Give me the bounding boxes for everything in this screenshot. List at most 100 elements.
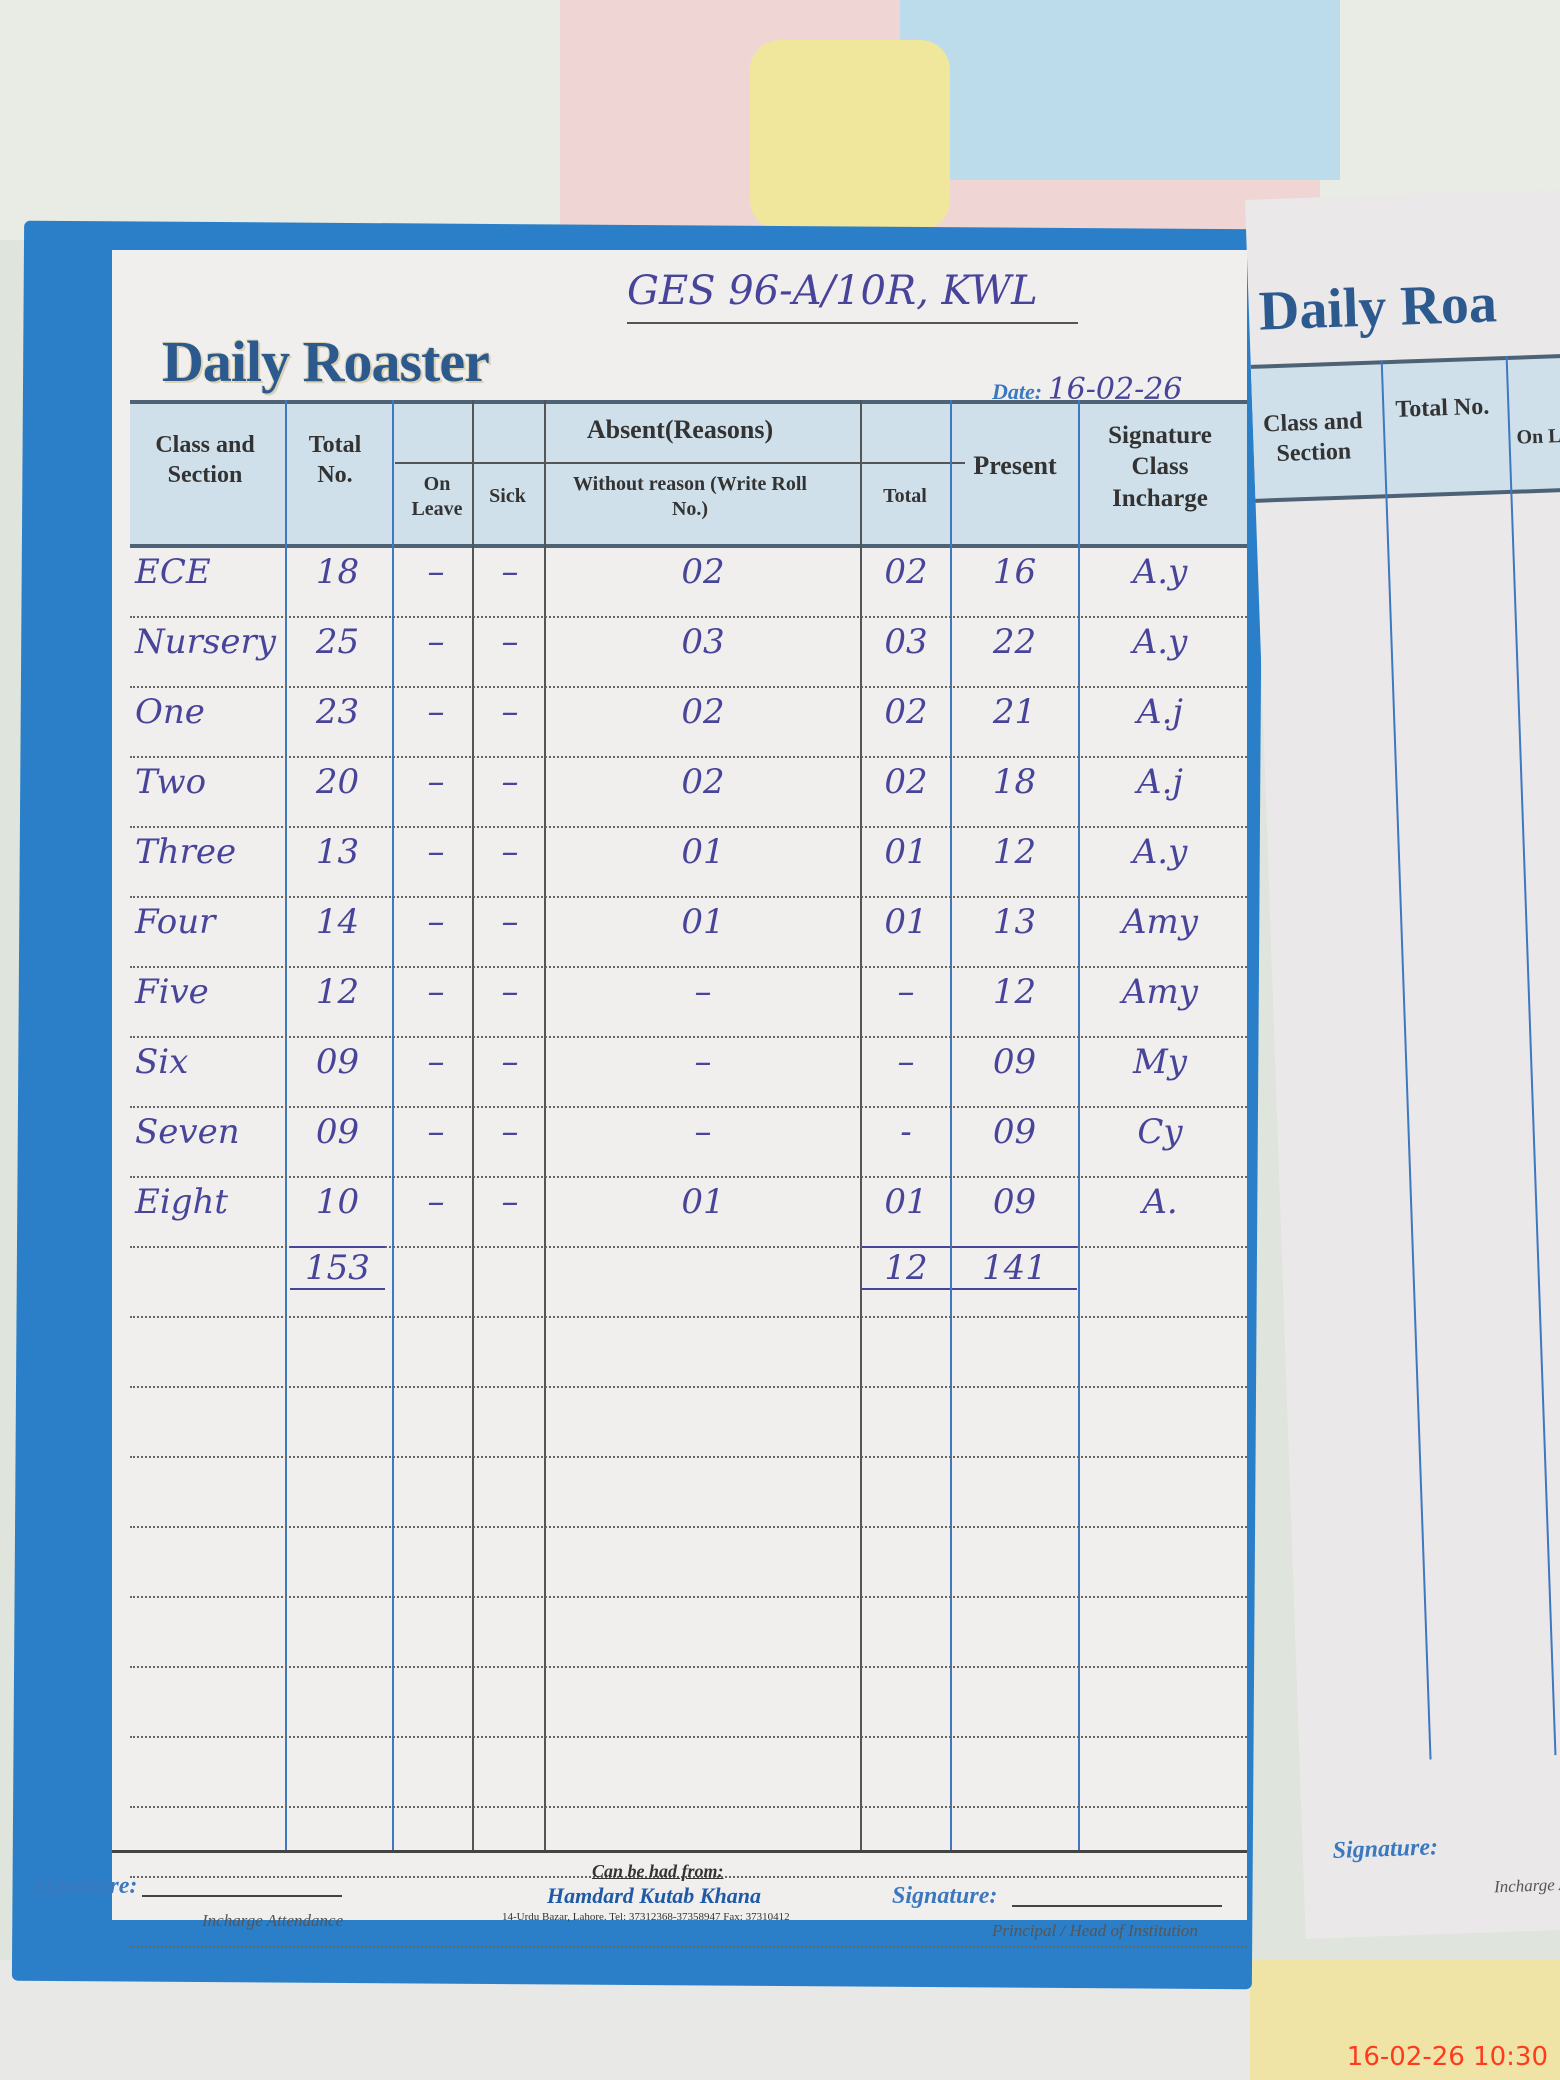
cell-present: 12 (992, 832, 1037, 872)
cell-absent-total: 01 (884, 902, 928, 942)
column-line (392, 400, 394, 1850)
header-total-no: Total No. (308, 432, 362, 488)
cell-on-leave: – (427, 552, 445, 592)
background-map-region (900, 0, 1340, 180)
date-label: Date: (992, 379, 1043, 404)
table-row: Eight 10 – – 01 01 09 A. (130, 1174, 1247, 1248)
header-class-section: Class and Section (155, 432, 255, 488)
header-on-leave: On Leave (411, 473, 463, 520)
cell-class: Four (135, 902, 216, 942)
header-sick: Sick (489, 485, 526, 507)
table-row: Two 20 – – 02 02 18 A.j (130, 754, 1247, 828)
cell-absent-total: 02 (884, 692, 928, 732)
cell-without-reason: 02 (681, 762, 725, 802)
cell-absent-total: – (897, 972, 915, 1012)
cell-sick: – (501, 552, 519, 592)
table-row (130, 1664, 1247, 1738)
right-page-title: Daily Roa (1257, 272, 1498, 343)
header-present: Present (973, 451, 1057, 480)
total-present: 141 (952, 1246, 1077, 1290)
cell-without-reason: 01 (681, 832, 725, 872)
cell-without-reason: – (694, 972, 712, 1012)
cell-signature: A.y (1132, 832, 1188, 872)
cell-total: 10 (315, 1182, 360, 1222)
header-signature: Signature Class Incharge (1108, 422, 1212, 512)
header-absent-reasons: Absent(Reasons) (586, 415, 774, 444)
cell-absent-total: 02 (884, 552, 928, 592)
cell-without-reason: – (694, 1042, 712, 1082)
principal-signature-label: Signature: (892, 1883, 998, 1909)
cell-on-leave: – (427, 1112, 445, 1152)
cell-without-reason: – (694, 1112, 712, 1152)
cell-on-leave: – (427, 1042, 445, 1082)
cell-total: 25 (315, 622, 360, 662)
table-row: Nursery 25 – – 03 03 22 A.y (130, 614, 1247, 688)
cell-class: Five (135, 972, 209, 1012)
cell-signature: Amy (1121, 972, 1198, 1012)
roster-page: GES 96-A/10R, KWL Daily Roaster Date: 16… (32, 250, 1247, 1948)
table-row: Five 12 – – – – 12 Amy (130, 964, 1247, 1038)
cell-sick: – (501, 1182, 519, 1222)
right-column-line (1505, 355, 1557, 1756)
cell-absent-total: – (897, 1042, 915, 1082)
cell-without-reason: 01 (681, 1182, 725, 1222)
cell-present: 12 (992, 972, 1037, 1012)
cell-signature: A.j (1137, 762, 1183, 802)
cell-sick: – (501, 1042, 519, 1082)
publisher-name: Hamdard Kutab Khana (547, 1883, 761, 1908)
cell-sick: – (501, 762, 519, 802)
cell-on-leave: – (427, 692, 445, 732)
cell-present: 16 (992, 552, 1037, 592)
table-row (130, 1524, 1247, 1598)
table-row: ECE 18 – – 02 02 16 A.y (130, 544, 1247, 618)
cell-class: Two (135, 762, 207, 802)
right-incharge-label: Incharge Att (1493, 1874, 1560, 1897)
column-line (544, 400, 546, 1850)
right-page: Daily Roa Class and Section Total No. On… (1245, 188, 1560, 1939)
cell-present: 09 (992, 1112, 1037, 1152)
cell-class: Eight (135, 1182, 229, 1222)
table-row: Seven 09 – – – - 09 Cy (130, 1104, 1247, 1178)
cell-on-leave: – (427, 622, 445, 662)
table-row (130, 1244, 1247, 1318)
column-line (285, 400, 287, 1850)
table-row (130, 1454, 1247, 1528)
cell-signature: Cy (1137, 1112, 1183, 1152)
cell-absent-total: 01 (884, 832, 928, 872)
cell-present: 21 (992, 692, 1037, 732)
column-line (950, 400, 952, 1850)
cell-without-reason: 03 (681, 622, 725, 662)
cell-sick: – (501, 832, 519, 872)
page-footer: Signature: Incharge Attendance Can be ha… (32, 1850, 1247, 1940)
right-header-class-section: Class and Section (1262, 408, 1363, 468)
cell-signature: A. (1142, 1182, 1178, 1222)
cell-without-reason: 01 (681, 902, 725, 942)
table-row (130, 1384, 1247, 1458)
cell-total: 09 (315, 1112, 360, 1152)
cell-signature: Amy (1121, 902, 1198, 942)
cell-class: Nursery (135, 622, 276, 662)
school-name: GES 96-A/10R, KWL (627, 268, 1078, 324)
cell-absent-total: 03 (884, 622, 928, 662)
cell-class: ECE (135, 552, 211, 592)
publisher-address: 14-Urdu Bazar, Lahore. Tel: 37312368-373… (502, 1911, 790, 1923)
cell-sick: – (501, 622, 519, 662)
cell-on-leave: – (427, 1182, 445, 1222)
right-signature-label: Signature: (1332, 1834, 1439, 1864)
header-without-reason: Without reason (Write Roll No.) (573, 473, 807, 520)
cell-absent-total: 01 (884, 1182, 928, 1222)
cell-class: Three (135, 832, 237, 872)
table-row (130, 1594, 1247, 1668)
table-row: One 23 – – 02 02 21 A.j (130, 684, 1247, 758)
cell-signature: A.y (1132, 552, 1188, 592)
table-row (130, 1804, 1247, 1878)
cell-total: 23 (315, 692, 360, 732)
total-absent-total: 12 (862, 1246, 950, 1290)
photo-timestamp: 16-02-26 10:30 (1346, 2042, 1548, 2072)
cell-total: 09 (315, 1042, 360, 1082)
signature-line (142, 1895, 342, 1897)
signature-label: Signature: (32, 1873, 138, 1899)
table-header (130, 400, 1247, 548)
cell-total: 13 (315, 832, 360, 872)
cell-class: One (135, 692, 205, 732)
